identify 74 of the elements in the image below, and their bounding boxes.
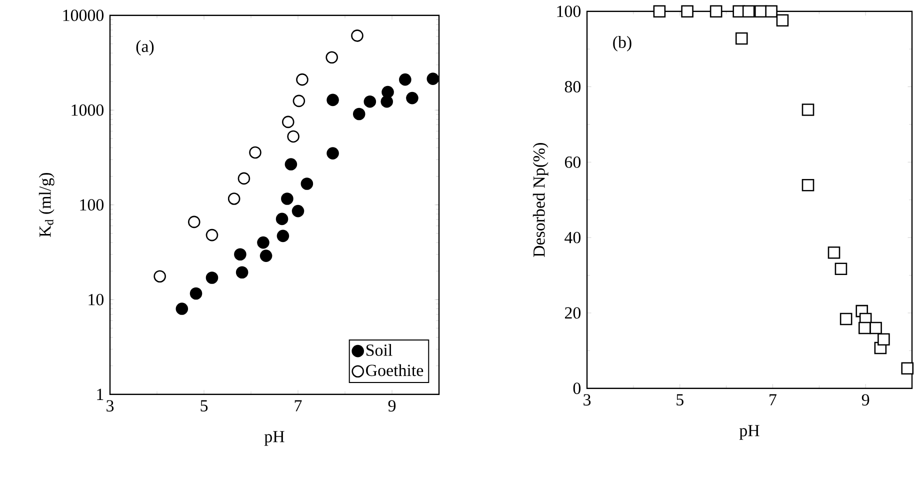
point bbox=[399, 73, 412, 86]
point bbox=[276, 212, 288, 225]
point bbox=[326, 94, 339, 106]
x-tick-label: 7 bbox=[294, 400, 302, 412]
point bbox=[326, 51, 338, 64]
y-axis-title: Desorbed Np(%) bbox=[532, 142, 548, 257]
point bbox=[228, 192, 240, 205]
y-tick-label: 0 bbox=[573, 382, 581, 394]
point bbox=[284, 158, 298, 170]
point bbox=[834, 262, 848, 275]
point bbox=[681, 5, 694, 18]
y-tick-label: 40 bbox=[564, 232, 581, 244]
point bbox=[828, 246, 840, 259]
x-tick-label: 5 bbox=[200, 400, 208, 412]
text: (a) bbox=[136, 40, 154, 56]
point bbox=[292, 204, 304, 218]
point bbox=[406, 92, 418, 104]
point bbox=[776, 14, 789, 26]
point bbox=[326, 146, 339, 160]
point bbox=[802, 103, 814, 116]
legend-label: Goethite bbox=[366, 364, 424, 376]
y-tick-label: 10000 bbox=[63, 9, 104, 21]
point bbox=[300, 177, 314, 190]
x-tick-label: 9 bbox=[388, 400, 396, 412]
point bbox=[296, 73, 308, 86]
point bbox=[190, 287, 202, 300]
point bbox=[292, 94, 306, 107]
point bbox=[276, 230, 290, 242]
point bbox=[281, 192, 294, 205]
y-tick-label: 80 bbox=[564, 80, 581, 92]
point bbox=[380, 95, 393, 108]
y-tick-label: 100 bbox=[557, 5, 581, 17]
point bbox=[742, 5, 755, 18]
x-axis-title: pH bbox=[739, 424, 760, 440]
x-tick-label: 3 bbox=[106, 400, 114, 412]
y-tick-label: 1000 bbox=[72, 104, 104, 116]
point bbox=[206, 228, 218, 242]
y-tick-label: 20 bbox=[564, 307, 581, 319]
x-tick-label: 5 bbox=[676, 394, 684, 406]
point bbox=[238, 172, 250, 184]
point bbox=[234, 248, 246, 260]
point bbox=[257, 236, 270, 249]
point bbox=[653, 5, 666, 18]
point bbox=[426, 72, 440, 85]
point bbox=[236, 266, 248, 278]
text: (b) bbox=[613, 36, 632, 52]
legend-label: Soil bbox=[366, 344, 392, 356]
y-tick-label: 10 bbox=[88, 294, 104, 306]
x-axis-title: pH bbox=[264, 430, 284, 446]
point bbox=[802, 178, 814, 192]
x-tick-label: 9 bbox=[862, 394, 870, 406]
point bbox=[870, 322, 882, 334]
point bbox=[352, 108, 366, 120]
point bbox=[735, 32, 748, 44]
point bbox=[840, 312, 852, 325]
point bbox=[287, 130, 300, 142]
point bbox=[206, 271, 218, 284]
y-tick-label: 60 bbox=[564, 156, 581, 168]
point bbox=[765, 5, 778, 18]
point bbox=[154, 270, 166, 282]
point bbox=[878, 333, 890, 346]
y-tick-label: 100 bbox=[80, 198, 104, 210]
point bbox=[249, 146, 262, 158]
point bbox=[260, 249, 272, 262]
point bbox=[710, 5, 722, 18]
point bbox=[351, 29, 364, 42]
point bbox=[364, 95, 376, 108]
y-axis-title: K$_{d}$ (ml/g) bbox=[38, 172, 54, 237]
point bbox=[188, 216, 200, 228]
point bbox=[282, 116, 294, 128]
y-tick-label: 1 bbox=[97, 388, 104, 400]
x-tick-label: 3 bbox=[584, 394, 591, 406]
point bbox=[176, 302, 188, 315]
x-tick-label: 7 bbox=[770, 394, 776, 406]
